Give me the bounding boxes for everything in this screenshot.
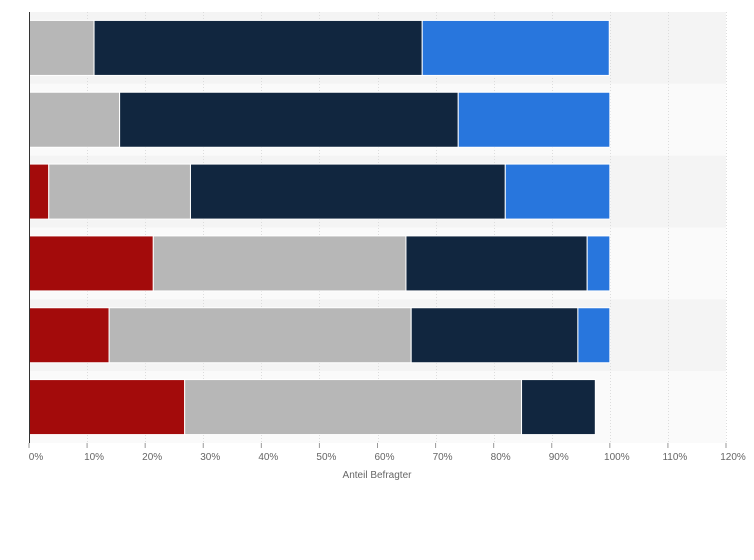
x-tick-label: 90% bbox=[549, 452, 569, 463]
x-tick-label: 0% bbox=[29, 452, 44, 463]
x-tick-label: 110% bbox=[662, 452, 687, 463]
x-axis-title: Anteil Befragter bbox=[343, 470, 413, 481]
x-tick-label: 60% bbox=[374, 452, 394, 463]
bar-segment bbox=[48, 163, 191, 220]
bar-segment bbox=[189, 163, 506, 220]
x-tick-labels: 0% 10% 20% 30% 40% 50% 60% 70% 80% 90% 100% 110% 120… bbox=[28, 443, 746, 463]
x-tick-label: 80% bbox=[491, 452, 511, 463]
bar-segment bbox=[410, 307, 579, 364]
x-tick-label: 30% bbox=[200, 452, 220, 463]
bar-segment bbox=[504, 163, 611, 220]
bar-segment bbox=[521, 379, 596, 436]
bar-segment bbox=[28, 235, 154, 292]
bar-segment bbox=[28, 379, 186, 436]
bar-segment bbox=[421, 19, 610, 76]
bars bbox=[28, 19, 611, 436]
x-tick-label: 100% bbox=[604, 452, 630, 463]
bar-segment bbox=[28, 19, 95, 76]
x-tick-label: 40% bbox=[258, 452, 278, 463]
bar-segment bbox=[457, 91, 611, 148]
bar-segment bbox=[28, 163, 50, 220]
bar-segment bbox=[108, 307, 412, 364]
bar-segment bbox=[119, 91, 459, 148]
bar-segment bbox=[577, 307, 611, 364]
x-tick-label: 120% bbox=[720, 452, 746, 463]
bar-segment bbox=[28, 91, 121, 148]
bar-segment bbox=[93, 19, 423, 76]
x-tick-label: 20% bbox=[142, 452, 162, 463]
bar-segment bbox=[184, 379, 523, 436]
bar-segment bbox=[405, 235, 588, 292]
bar-segment bbox=[152, 235, 407, 292]
bar-segment bbox=[28, 307, 110, 364]
x-tick-label: 70% bbox=[433, 452, 453, 463]
row-bands bbox=[29, 12, 726, 443]
x-tick-label: 10% bbox=[84, 452, 104, 463]
bar-segment bbox=[586, 235, 611, 292]
x-tick-label: 50% bbox=[316, 452, 336, 463]
